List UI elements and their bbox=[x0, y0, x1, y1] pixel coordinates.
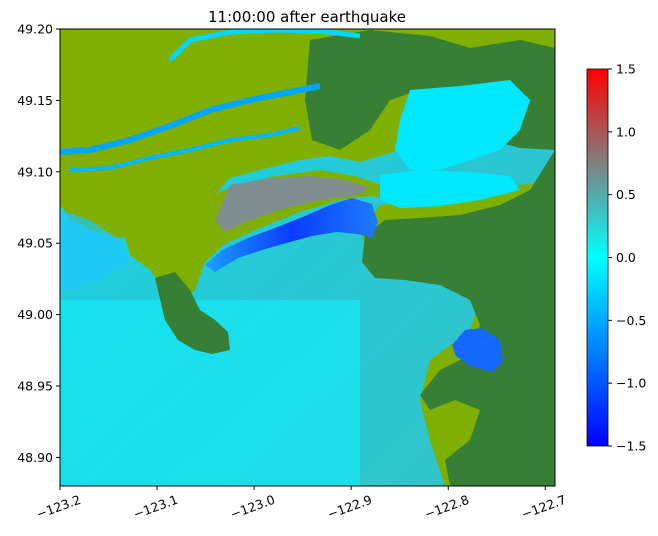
lowland-delta bbox=[120, 170, 398, 305]
plot-frame bbox=[59, 28, 556, 487]
highland-point-roberts bbox=[155, 272, 230, 354]
colorbar-tick-label: −1.5 bbox=[616, 439, 646, 454]
north-inlet bbox=[168, 29, 361, 62]
x-tick-label: −123.1 bbox=[131, 492, 180, 522]
chart-title: 11:00:00 after earthquake bbox=[208, 8, 406, 26]
x-tick-label: −122.9 bbox=[325, 492, 374, 522]
x-tick-label: −123.0 bbox=[228, 492, 277, 522]
map-plot bbox=[60, 29, 555, 486]
boundary-bay-nearshore bbox=[215, 176, 370, 232]
wave-trough bbox=[205, 198, 378, 272]
colorbar-axis: 1.5 1.0 0.5 0.0 −0.5 −1.0 −1.5 bbox=[608, 62, 646, 454]
colorbar-tick-label: −0.5 bbox=[616, 313, 646, 328]
colorbar-tick-label: 1.0 bbox=[616, 124, 636, 139]
x-tick-label: −122.8 bbox=[422, 492, 471, 522]
fraser-river-main bbox=[60, 83, 321, 155]
x-tick-label: −122.7 bbox=[519, 492, 568, 522]
x-tick-label: −123.2 bbox=[34, 492, 83, 522]
colorbar bbox=[586, 68, 609, 447]
colorbar-tick-label: 0.5 bbox=[616, 187, 636, 202]
y-axis: 49.20 49.15 49.10 49.05 49.00 48.95 48.90 bbox=[17, 22, 60, 465]
x-axis: −123.2 −123.1 −123.0 −122.9 −122.8 −122.7 bbox=[34, 486, 568, 522]
y-tick-label: 48.95 bbox=[17, 379, 53, 394]
y-tick-label: 49.15 bbox=[17, 93, 53, 108]
y-tick-label: 49.00 bbox=[17, 307, 53, 322]
y-tick-label: 49.20 bbox=[17, 22, 53, 37]
highland-east bbox=[362, 150, 555, 486]
colorbar-tick-label: 0.0 bbox=[616, 250, 636, 265]
drayton-harbour-trough bbox=[452, 328, 503, 372]
colorbar-tick-label: 1.5 bbox=[616, 62, 636, 77]
y-tick-label: 49.10 bbox=[17, 164, 53, 179]
mud-bay-patch bbox=[380, 170, 520, 208]
inland-flood-patch bbox=[395, 80, 530, 170]
colorbar-tick-label: −1.0 bbox=[616, 376, 646, 391]
y-tick-label: 48.90 bbox=[17, 450, 53, 465]
fraser-river-south bbox=[69, 126, 301, 172]
western-low bbox=[60, 210, 130, 290]
y-tick-label: 49.05 bbox=[17, 236, 53, 251]
